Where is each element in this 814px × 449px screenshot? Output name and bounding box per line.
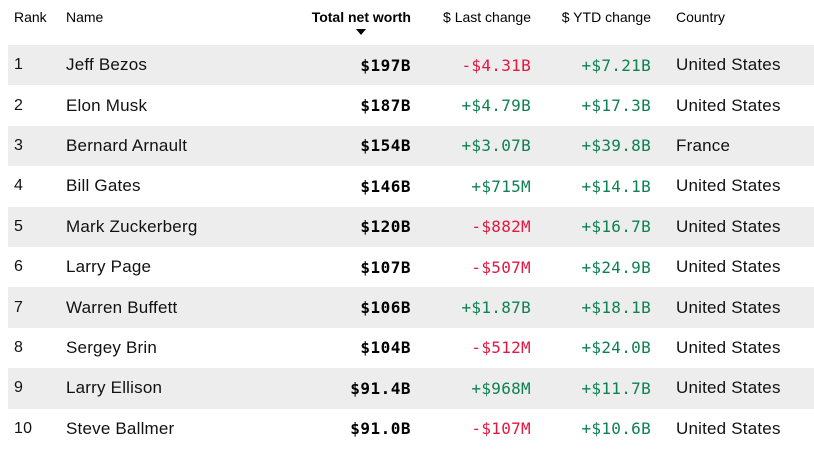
col-header-country[interactable]: Country (676, 9, 726, 25)
rank-cell: 5 (14, 217, 24, 235)
name-cell: Bill Gates (66, 176, 141, 196)
net-worth-cell: $120B (360, 217, 411, 237)
rank-cell: 2 (14, 96, 24, 114)
name-cell: Steve Ballmer (66, 418, 175, 438)
country-cell: United States (676, 378, 781, 398)
table-row[interactable]: 2 Elon Musk $187B +$4.79B +$17.3B United… (8, 85, 814, 125)
table-row[interactable]: 6 Larry Page $107B -$507M +$24.9B United… (8, 247, 814, 287)
net-worth-cell: $104B (360, 338, 411, 358)
table-row[interactable]: 9 Larry Ellison $91.4B +$968M +$11.7B Un… (8, 368, 814, 409)
table-row[interactable]: 5 Mark Zuckerberg $120B -$882M +$16.7B U… (8, 206, 814, 247)
ytd-change-cell: +$16.7B (581, 217, 651, 237)
col-header-ytd-change[interactable]: $ YTD change (561, 9, 651, 25)
rank-cell: 10 (14, 419, 33, 437)
net-worth-cell: $91.4B (350, 378, 411, 398)
last-change-cell: -$512M (471, 338, 531, 358)
ytd-change-cell: +$39.8B (581, 136, 651, 156)
country-cell: United States (676, 337, 781, 357)
rank-cell: 7 (14, 298, 24, 316)
col-header-net-worth[interactable]: Total net worth (306, 9, 411, 35)
table-row[interactable]: 1 Jeff Bezos $197B -$4.31B +$7.21B Unite… (8, 45, 814, 86)
net-worth-cell: $106B (360, 298, 411, 318)
table-row[interactable]: 10 Steve Ballmer $91.0B -$107M +$10.6B U… (8, 409, 814, 449)
rank-cell: 6 (14, 258, 24, 276)
name-cell: Larry Page (66, 257, 152, 277)
col-header-last-change[interactable]: $ Last change (443, 9, 531, 25)
rank-cell: 8 (14, 338, 24, 356)
rank-cell: 1 (14, 56, 24, 74)
net-worth-cell: $154B (360, 136, 411, 156)
ytd-change-cell: +$17.3B (581, 96, 651, 116)
country-cell: United States (676, 216, 781, 236)
table-body: 1 Jeff Bezos $197B -$4.31B +$7.21B Unite… (0, 45, 814, 449)
name-cell: Larry Ellison (66, 378, 163, 398)
net-worth-cell: $91.0B (350, 419, 411, 439)
rank-cell: 3 (14, 136, 24, 154)
table-row[interactable]: 4 Bill Gates $146B +$715M +$14.1B United… (8, 166, 814, 206)
last-change-cell: +$715M (471, 176, 531, 196)
col-header-name[interactable]: Name (66, 9, 104, 25)
country-cell: United States (676, 55, 781, 75)
last-change-cell: +$3.07B (461, 136, 531, 156)
country-cell: United States (676, 257, 781, 277)
ytd-change-cell: +$7.21B (581, 55, 651, 75)
name-cell: Elon Musk (66, 95, 148, 115)
ytd-change-cell: +$10.6B (581, 419, 651, 439)
last-change-cell: -$4.31B (461, 55, 531, 75)
last-change-cell: -$882M (471, 217, 531, 237)
name-cell: Bernard Arnault (66, 135, 188, 155)
last-change-cell: +$968M (471, 378, 531, 398)
last-change-cell: +$1.87B (461, 298, 531, 318)
ytd-change-cell: +$14.1B (581, 176, 651, 196)
net-worth-cell: $197B (360, 55, 411, 75)
last-change-cell: -$507M (471, 257, 531, 277)
last-change-cell: +$4.79B (461, 96, 531, 116)
ytd-change-cell: +$11.7B (581, 378, 651, 398)
ytd-change-cell: +$24.9B (581, 257, 651, 277)
table-header: Rank Name Total net worth $ Last change … (8, 0, 814, 45)
table-row[interactable]: 7 Warren Buffett $106B +$1.87B +$18.1B U… (8, 287, 814, 328)
table-row[interactable]: 3 Bernard Arnault $154B +$3.07B +$39.8B … (8, 125, 814, 167)
country-cell: France (676, 135, 731, 155)
net-worth-cell: $107B (360, 257, 411, 277)
name-cell: Mark Zuckerberg (66, 216, 198, 236)
rank-cell: 9 (14, 379, 24, 397)
name-cell: Sergey Brin (66, 337, 158, 357)
ytd-change-cell: +$18.1B (581, 298, 651, 318)
name-cell: Jeff Bezos (66, 55, 148, 75)
last-change-cell: -$107M (471, 419, 531, 439)
col-header-net-worth-label: Total net worth (311, 9, 411, 25)
country-cell: United States (676, 297, 781, 317)
country-cell: United States (676, 176, 781, 196)
col-header-rank[interactable]: Rank (14, 9, 47, 25)
ytd-change-cell: +$24.0B (581, 338, 651, 358)
country-cell: United States (676, 95, 781, 115)
country-cell: United States (676, 418, 781, 438)
sort-desc-icon (356, 29, 367, 35)
rank-cell: 4 (14, 177, 24, 195)
net-worth-cell: $187B (360, 96, 411, 116)
name-cell: Warren Buffett (66, 297, 178, 317)
net-worth-cell: $146B (360, 176, 411, 196)
table-row[interactable]: 8 Sergey Brin $104B -$512M +$24.0B Unite… (8, 328, 814, 368)
